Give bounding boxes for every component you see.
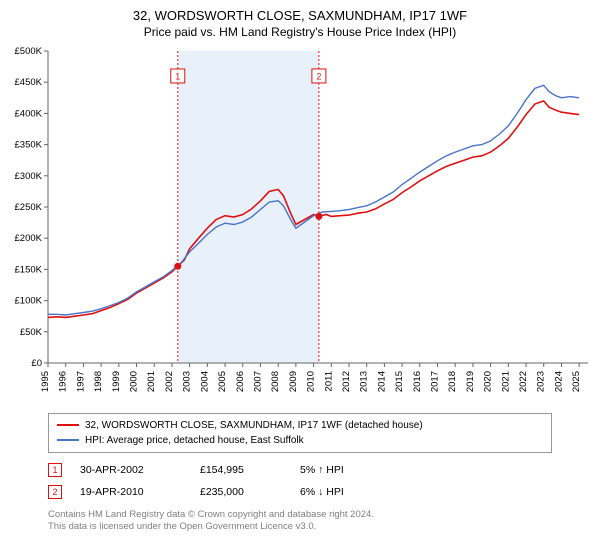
svg-text:£450K: £450K	[15, 77, 43, 88]
line-chart-svg: £0£50K£100K£150K£200K£250K£300K£350K£400…	[48, 45, 588, 407]
svg-text:1998: 1998	[93, 371, 104, 392]
sale-price: £235,000	[200, 486, 300, 498]
svg-text:2003: 2003	[182, 371, 193, 392]
svg-text:2023: 2023	[536, 371, 547, 392]
legend-label: HPI: Average price, detached house, East…	[85, 433, 304, 448]
sale-date: 19-APR-2010	[80, 486, 200, 498]
legend-box: 32, WORDSWORTH CLOSE, SAXMUNDHAM, IP17 1…	[48, 413, 552, 453]
sale-marker: 1	[48, 463, 62, 477]
svg-text:2009: 2009	[288, 371, 299, 392]
svg-text:2012: 2012	[341, 371, 352, 392]
svg-text:2021: 2021	[500, 371, 511, 392]
svg-text:£350K: £350K	[15, 139, 43, 150]
svg-text:2004: 2004	[199, 371, 210, 392]
svg-text:2006: 2006	[235, 371, 246, 392]
sale-date: 30-APR-2002	[80, 464, 200, 476]
svg-text:£200K: £200K	[15, 233, 43, 244]
svg-text:£0: £0	[31, 358, 42, 369]
svg-text:2017: 2017	[430, 371, 441, 392]
svg-text:1996: 1996	[58, 371, 69, 392]
svg-text:2025: 2025	[571, 371, 582, 392]
legend-row: HPI: Average price, detached house, East…	[57, 433, 543, 448]
svg-text:£300K: £300K	[15, 171, 43, 182]
sale-hpi: 5% ↑ HPI	[300, 464, 552, 476]
svg-text:2010: 2010	[306, 371, 317, 392]
svg-text:2007: 2007	[252, 371, 263, 392]
svg-text:1: 1	[175, 71, 180, 81]
title-main: 32, WORDSWORTH CLOSE, SAXMUNDHAM, IP17 1…	[0, 0, 600, 25]
svg-text:2020: 2020	[483, 371, 494, 392]
svg-text:2002: 2002	[164, 371, 175, 392]
svg-text:£400K: £400K	[15, 108, 43, 119]
svg-text:£150K: £150K	[15, 264, 43, 275]
svg-text:2000: 2000	[129, 371, 140, 392]
svg-text:2013: 2013	[359, 371, 370, 392]
sale-row: 2 19-APR-2010£235,0006% ↓ HPI	[48, 481, 552, 503]
svg-text:2011: 2011	[323, 371, 334, 391]
svg-text:£50K: £50K	[20, 327, 43, 338]
svg-text:2: 2	[316, 71, 321, 81]
sale-hpi: 6% ↓ HPI	[300, 486, 552, 498]
footer-note: Contains HM Land Registry data © Crown c…	[48, 509, 552, 534]
svg-text:1997: 1997	[75, 371, 86, 392]
svg-text:2015: 2015	[394, 371, 405, 392]
sale-rows: 1 30-APR-2002£154,9955% ↑ HPI 2 19-APR-2010…	[48, 459, 552, 503]
svg-text:2014: 2014	[376, 371, 387, 392]
svg-text:2024: 2024	[553, 371, 564, 392]
footer-line-1: Contains HM Land Registry data © Crown c…	[48, 509, 552, 521]
legend-swatch	[57, 424, 79, 426]
svg-text:2019: 2019	[465, 371, 476, 392]
legend-row: 32, WORDSWORTH CLOSE, SAXMUNDHAM, IP17 1…	[57, 418, 543, 433]
svg-text:£250K: £250K	[15, 202, 43, 213]
svg-text:2018: 2018	[447, 371, 458, 392]
sale-row: 1 30-APR-2002£154,9955% ↑ HPI	[48, 459, 552, 481]
footer-line-2: This data is licensed under the Open Gov…	[48, 521, 552, 533]
svg-text:2022: 2022	[518, 371, 529, 392]
svg-text:2008: 2008	[270, 371, 281, 392]
legend-swatch	[57, 439, 79, 441]
svg-text:2005: 2005	[217, 371, 228, 392]
sale-marker: 2	[48, 485, 62, 499]
svg-text:2001: 2001	[146, 371, 157, 392]
svg-text:1995: 1995	[40, 371, 51, 392]
chart-area: £0£50K£100K£150K£200K£250K£300K£350K£400…	[48, 45, 588, 407]
legend-label: 32, WORDSWORTH CLOSE, SAXMUNDHAM, IP17 1…	[85, 418, 423, 433]
sale-price: £154,995	[200, 464, 300, 476]
svg-text:£500K: £500K	[15, 46, 43, 57]
svg-text:£100K: £100K	[15, 295, 43, 306]
svg-text:1999: 1999	[111, 371, 122, 392]
svg-text:2016: 2016	[412, 371, 423, 392]
title-sub: Price paid vs. HM Land Registry's House …	[0, 25, 600, 45]
chart-container: 32, WORDSWORTH CLOSE, SAXMUNDHAM, IP17 1…	[0, 0, 600, 560]
